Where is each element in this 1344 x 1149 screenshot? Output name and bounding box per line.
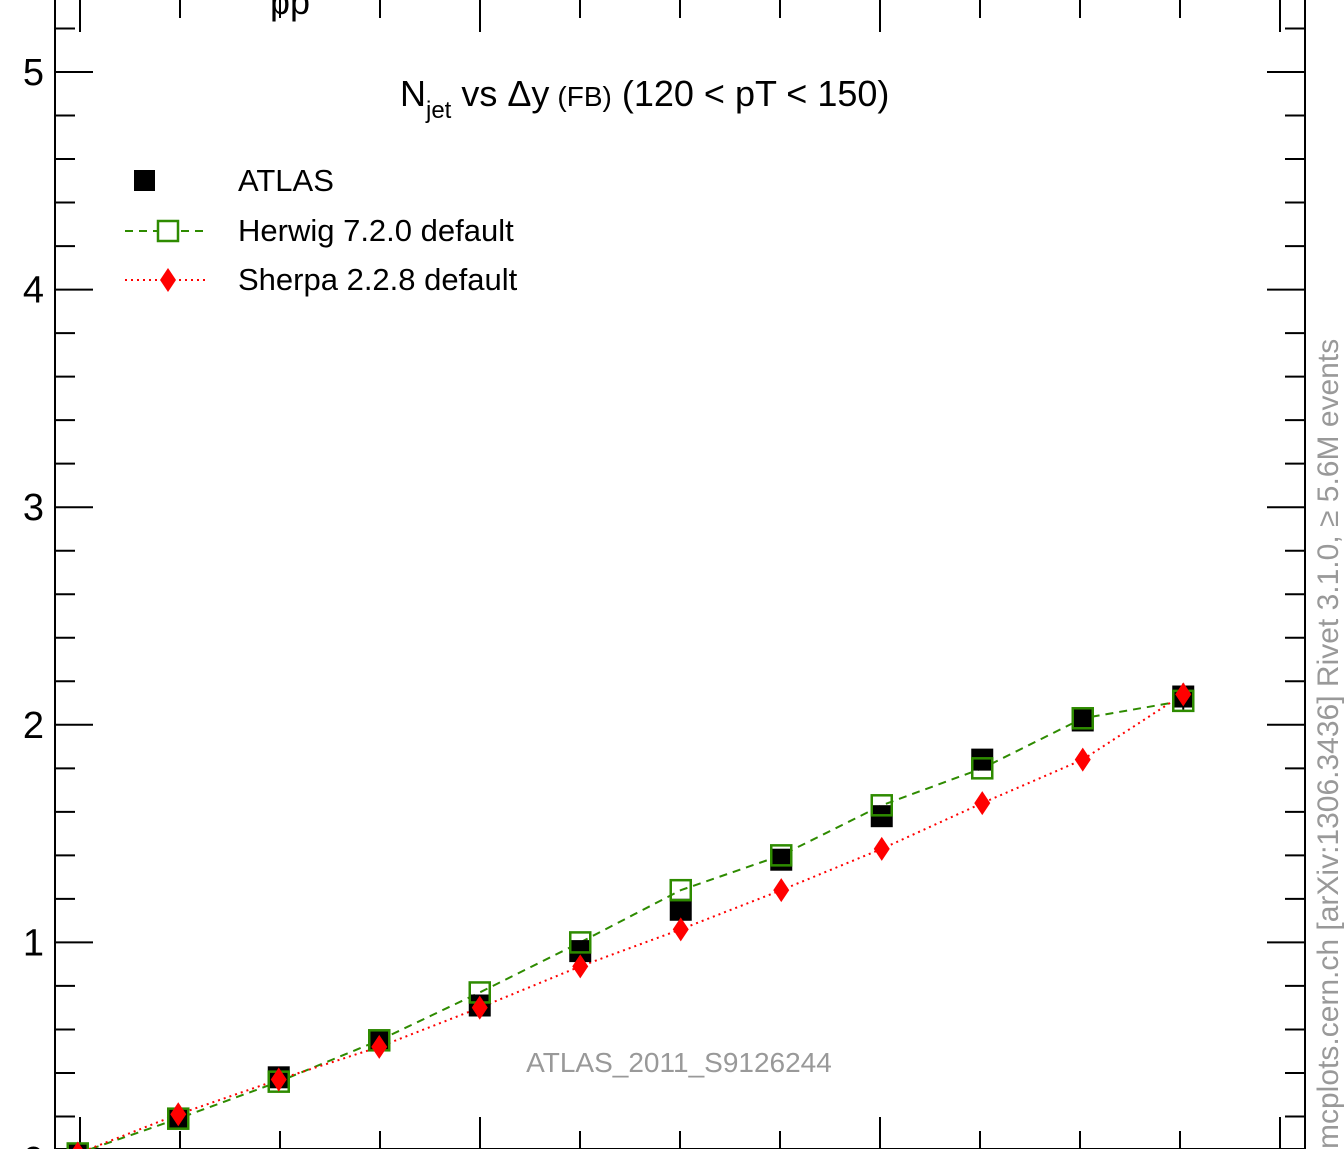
sherpa-point <box>471 995 488 1020</box>
sherpa-point <box>672 917 689 942</box>
herwig-point <box>870 794 893 817</box>
legend-label-atlas: ATLAS <box>238 163 334 198</box>
analysis-label: ATLAS_2011_S9126244 <box>526 1047 832 1078</box>
sherpa-point <box>1175 682 1192 707</box>
sherpa-line <box>86 693 1184 1149</box>
y-tick-label: 1 <box>23 922 44 964</box>
legend-marker-herwig <box>156 219 180 243</box>
sherpa-point <box>170 1102 187 1127</box>
atlas-point <box>669 898 692 921</box>
sherpa-point <box>1074 747 1091 772</box>
sherpa-point <box>270 1067 287 1092</box>
chart-title-small: (FB) <box>557 81 611 112</box>
plot-frame <box>54 0 1306 1149</box>
herwig-point <box>971 757 994 780</box>
atlas-point <box>569 940 592 963</box>
y-tick-label: 4 <box>23 270 44 312</box>
y-tick-label: 2 <box>23 705 44 747</box>
atlas-point <box>971 748 994 771</box>
top-label-fragment: pp <box>270 0 310 22</box>
legend-label-sherpa: Sherpa 2.2.8 default <box>238 262 518 297</box>
side-label: mcplots.cern.ch [arXiv:1306.3436] Rivet … <box>1312 339 1344 1149</box>
sherpa-point <box>572 954 589 979</box>
legend-marker-atlas <box>134 170 155 191</box>
legend-label-herwig: Herwig 7.2.0 default <box>238 213 514 248</box>
atlas-point <box>770 848 793 871</box>
sherpa-point <box>773 878 790 903</box>
chart-title-delta: Δy <box>507 73 549 114</box>
y-tick-label: 5 <box>23 52 44 94</box>
series-herwig-points <box>66 689 1195 1149</box>
series-sherpa-line <box>86 693 1184 1149</box>
herwig-point <box>770 844 793 867</box>
sherpa-point <box>873 836 890 861</box>
chart-title-sub: jet <box>425 97 452 124</box>
herwig-line <box>87 699 1184 1149</box>
chart-title-tail: (120 < pT < 150) <box>612 73 890 114</box>
chart-title-main: N <box>400 73 426 114</box>
y-tick-label: 3 <box>23 487 44 529</box>
chart-title: Njet vs Δy (FB) (120 < pT < 150) <box>400 73 889 124</box>
herwig-point <box>569 931 592 954</box>
chart-title-mid: vs <box>451 73 507 114</box>
herwig-point <box>669 878 692 902</box>
sherpa-point <box>371 1034 388 1059</box>
y-tick-labels: 0 1 2 3 4 5 <box>23 52 44 1149</box>
herwig-point <box>1071 707 1094 730</box>
series-herwig-line <box>87 699 1184 1149</box>
legend: ATLAS Herwig 7.2.0 default Sherpa 2.2.8 … <box>125 163 518 297</box>
legend-marker-sherpa <box>160 268 176 292</box>
axis-ticks <box>55 0 1305 1149</box>
series-sherpa-points <box>72 682 1192 1149</box>
sherpa-point <box>974 791 991 816</box>
y-tick-label: 0 <box>23 1140 44 1149</box>
atlas-point <box>1071 709 1094 732</box>
sherpa-point <box>72 1141 83 1149</box>
